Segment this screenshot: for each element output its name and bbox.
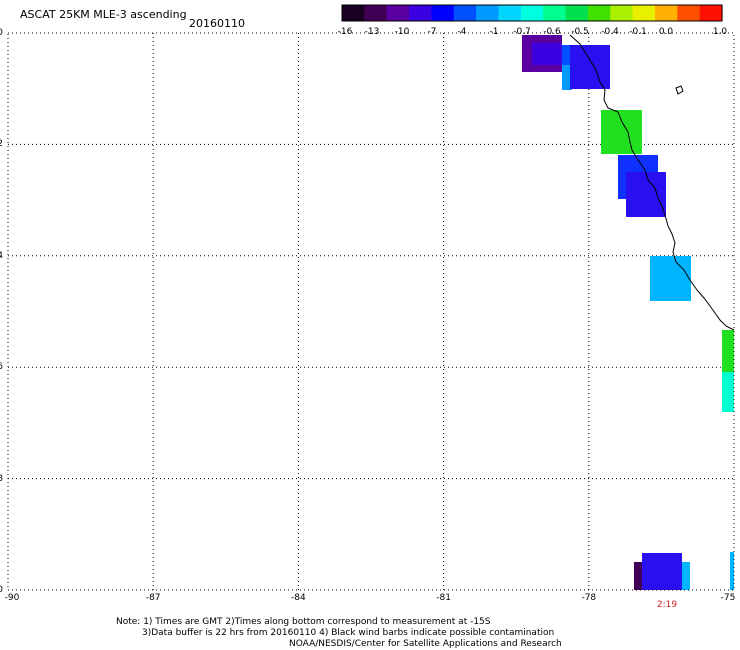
note-line-2: 3)Data buffer is 22 hrs from 20160110 4)… — [142, 628, 555, 638]
data-cell — [722, 372, 734, 412]
latitude-label: -16 — [0, 362, 3, 373]
longitude-label: -78 — [581, 593, 597, 603]
colorbar-swatch — [409, 5, 433, 21]
map-title: ASCAT 25KM MLE-3 ascending — [20, 8, 187, 21]
data-cell — [650, 256, 691, 301]
latitude-label: -12 — [0, 139, 3, 150]
data-cell — [562, 45, 572, 90]
data-cell — [722, 330, 734, 372]
latitude-label: -20 — [0, 585, 3, 595]
colorbar-swatch — [453, 5, 477, 21]
colorbar-label: -7 — [427, 27, 437, 37]
data-cell — [682, 562, 690, 590]
colorbar-label: -0.7 — [513, 27, 531, 37]
colorbar-label: -0.5 — [571, 27, 589, 37]
map-frame — [7, 32, 735, 591]
pass-time-label: 2:19 — [656, 600, 678, 610]
colorbar-label: -0.1 — [629, 27, 647, 37]
longitude-label: -75 — [720, 593, 736, 603]
colorbar-swatch — [565, 5, 589, 21]
colorbar-swatch — [431, 5, 455, 21]
longitude-label: -84 — [291, 593, 306, 603]
colorbar-swatch — [543, 5, 567, 21]
note-line-3: NOAA/NESDIS/Center for Satellite Applica… — [289, 639, 562, 649]
map-date: 20160110 — [189, 17, 245, 30]
colorbar-label: -10 — [394, 27, 410, 37]
colorbar-swatch — [364, 5, 388, 21]
mle-data-swath — [522, 35, 734, 590]
longitude-label: -87 — [145, 593, 161, 603]
colorbar-swatch — [654, 5, 678, 21]
latitude-label: -10 — [0, 28, 3, 38]
colorbar-label: -1 — [489, 27, 499, 37]
longitude-label: -90 — [4, 593, 20, 603]
lat-lon-grid — [8, 33, 734, 590]
colorbar-swatch — [632, 5, 656, 21]
colorbar — [341, 4, 723, 22]
data-cell — [601, 110, 642, 154]
data-cell — [570, 45, 610, 89]
colorbar-label: -16 — [337, 27, 353, 37]
colorbar-swatch — [342, 5, 365, 21]
colorbar-swatch — [699, 5, 723, 21]
colorbar-label: 0.0 — [658, 27, 674, 37]
data-cell — [626, 172, 666, 217]
colorbar-swatch — [386, 5, 410, 21]
colorbar-label: -0.6 — [543, 27, 561, 37]
latitude-label: -14 — [0, 250, 3, 261]
longitude-label: -81 — [436, 593, 451, 603]
data-cell — [642, 553, 682, 590]
coastline — [569, 34, 735, 331]
colorbar-label: -0.4 — [601, 27, 619, 37]
data-cell — [730, 552, 734, 590]
colorbar-label: -4 — [457, 27, 467, 37]
colorbar-swatch — [610, 5, 634, 21]
latitude-label: -18 — [0, 473, 3, 484]
colorbar-swatch — [677, 5, 701, 21]
data-cell — [532, 43, 562, 65]
colorbar-swatch — [476, 5, 500, 21]
colorbar-frame — [341, 4, 723, 22]
colorbar-swatch — [498, 5, 522, 21]
note-line-1: Note: 1) Times are GMT 2)Times along bot… — [116, 617, 491, 627]
colorbar-label: 1.0 — [712, 27, 728, 37]
colorbar-swatch — [587, 5, 611, 21]
colorbar-swatch — [520, 5, 544, 21]
colorbar-label: -13 — [364, 27, 380, 37]
